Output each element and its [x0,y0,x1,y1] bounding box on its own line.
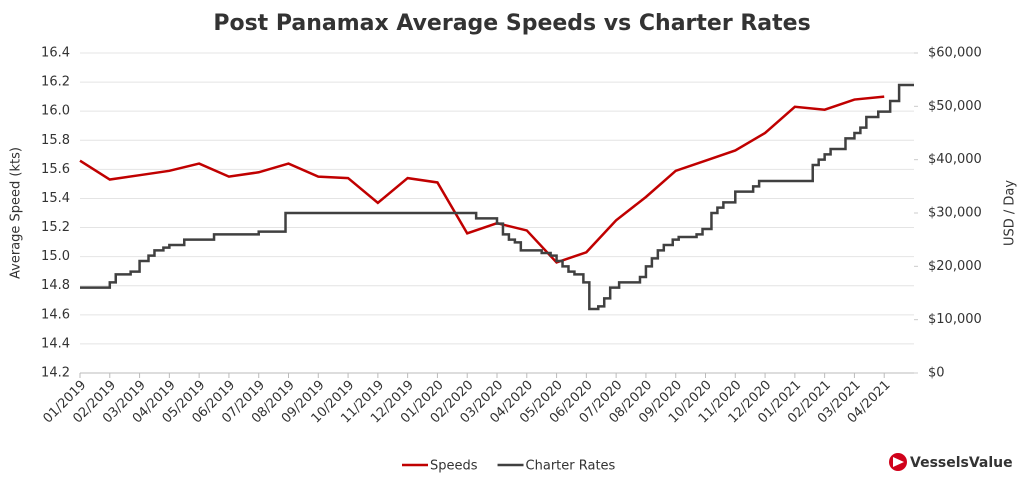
y-tick-label: 15.6 [41,162,70,177]
series-line [80,83,914,311]
y-tick-label: 15.0 [41,249,70,264]
y-tick-label: 16.0 [41,104,70,119]
chart-title: Post Panamax Average Speeds vs Charter R… [213,11,810,36]
brand-name: VesselsValue [910,455,1013,471]
y-tick-label: 14.8 [41,278,70,293]
y-tick-label: 14.6 [41,307,70,322]
y-tick-label: 15.2 [41,220,70,235]
y-axis-label: Average Speed (kts) [9,147,24,279]
y2-tick-label: $30,000 [928,206,982,221]
y-tick-label: 16.2 [41,75,70,90]
y-tick-label: 15.4 [41,191,70,206]
series-line [79,95,885,264]
y2-tick-label: $10,000 [928,312,982,327]
legend-label: Charter Rates [526,459,616,474]
y-tick-label: 14.2 [41,366,70,381]
y-tick-label: 14.4 [41,336,70,351]
y2-axis-label: USD / Day [1003,180,1018,246]
y2-tick-label: $0 [928,366,945,381]
y2-tick-label: $50,000 [928,99,982,114]
y2-tick-label: $60,000 [928,46,982,61]
logo-arrow [893,457,904,467]
brand-logo: VesselsValue [889,453,1013,471]
y-tick-label: 16.4 [41,46,70,61]
legend-label: Speeds [430,459,478,474]
y2-tick-label: $20,000 [928,259,982,274]
y-tick-label: 15.8 [41,133,70,148]
y2-tick-label: $40,000 [928,152,982,167]
